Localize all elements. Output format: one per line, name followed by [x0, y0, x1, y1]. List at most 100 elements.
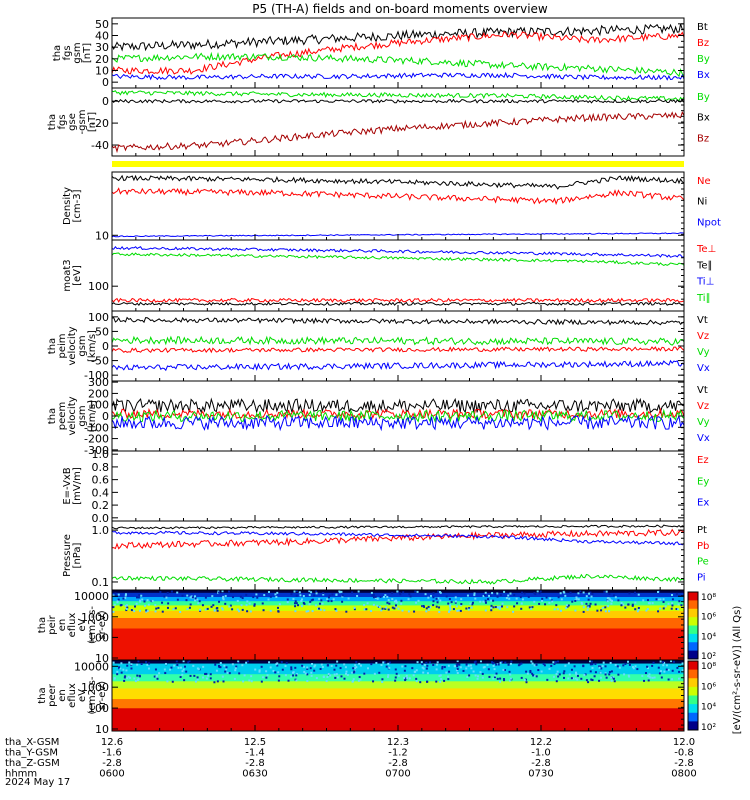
spectrogram-pixel: [340, 675, 343, 678]
spectrogram-pixel: [609, 599, 612, 602]
legend-Bz: Bz: [697, 38, 709, 49]
spectrogram-pixel: [554, 661, 557, 664]
spectrogram-pixel: [124, 593, 127, 596]
x-tick-label: -1.0: [531, 748, 551, 759]
spectrogram-pixel: [661, 661, 664, 664]
spectrogram-pixel: [163, 595, 166, 598]
y-axis-label: tha: [47, 408, 58, 424]
panel-9: 10 100 1000 10000 tha peir en eflux eV (cm2-s-sr-…: [37, 589, 685, 665]
spectrogram-pixel: [523, 592, 526, 595]
spectrogram-pixel: [170, 590, 173, 593]
spectrogram-pixel: [647, 602, 650, 605]
spectrogram-pixel: [584, 673, 587, 676]
spectrogram-pixel: [585, 595, 588, 598]
spectrogram-pixel: [594, 603, 597, 606]
spectrogram-pixel: [204, 608, 207, 611]
x-row-name: tha_Z-GSM: [5, 758, 60, 769]
y-axis-label: velocity: [67, 326, 78, 365]
spectrogram-pixel: [600, 667, 603, 670]
spectrogram-pixel: [535, 675, 538, 678]
spectrogram-pixel: [641, 674, 644, 677]
spectrogram-pixel: [319, 667, 322, 670]
spectrogram-pixel: [606, 597, 609, 600]
y-tick-label: 0: [102, 76, 109, 89]
spectrogram-pixel: [233, 677, 236, 680]
spectrogram-pixel: [139, 600, 142, 603]
spectrogram-pixel: [588, 605, 591, 608]
spectrogram-pixel: [218, 600, 221, 603]
spectrogram-pixel: [285, 662, 288, 665]
spectrogram-pixel: [470, 606, 473, 609]
spectrogram-pixel: [530, 607, 533, 610]
spectrogram-pixel: [215, 607, 218, 610]
spectrogram-pixel: [309, 600, 312, 603]
spectrogram-pixel: [499, 677, 502, 680]
spectrogram-pixel: [671, 669, 674, 672]
spectrogram-pixel: [660, 670, 663, 673]
spectrogram-pixel: [636, 668, 639, 671]
spectrogram-pixel: [423, 663, 426, 666]
spectrogram-pixel: [202, 676, 205, 679]
spectrogram-pixel: [380, 663, 383, 666]
spectrogram-pixel: [306, 680, 309, 683]
spectrogram-pixel: [509, 662, 512, 665]
colorbar-tick-label: 10⁸: [701, 662, 716, 672]
spectrogram-pixel: [236, 608, 239, 611]
spectrogram-pixel: [379, 595, 382, 598]
colorbar-tick-label: 10²: [701, 723, 716, 733]
spectrogram-pixel: [171, 680, 174, 683]
spectrogram-pixel: [501, 605, 504, 608]
colorbar-segment: [688, 617, 698, 626]
spectrogram-pixel: [607, 605, 610, 608]
spectrogram-pixel: [651, 664, 654, 667]
spectrogram-pixel: [555, 604, 558, 607]
spectrogram-pixel: [236, 599, 239, 602]
spectrogram-pixel: [529, 669, 532, 672]
spectrogram-pixel: [432, 604, 435, 607]
spectrogram-pixel: [339, 667, 342, 670]
spectrogram-pixel: [542, 662, 545, 665]
spectrogram-pixel: [580, 677, 583, 680]
spectrogram-pixel: [537, 669, 540, 672]
legend-Vy: Vy: [697, 417, 710, 428]
spectrogram-pixel: [534, 593, 537, 596]
spectrogram-pixel: [255, 593, 258, 596]
spectrogram-pixel: [562, 672, 565, 675]
spectrogram-pixel: [297, 604, 300, 607]
y-axis-label: moat3: [62, 259, 73, 291]
spectrogram-pixel: [624, 662, 627, 665]
y-axis-label: (cm2-s-: [87, 676, 98, 714]
y-tick-label: -200: [84, 433, 109, 446]
series-line-Pb: [111, 528, 685, 550]
spectrogram-pixel: [606, 600, 609, 603]
spectrogram-pixel: [628, 663, 631, 666]
spectrogram-pixel: [154, 668, 157, 671]
spectrogram-pixel: [370, 663, 373, 666]
spectrogram-pixel: [169, 668, 172, 671]
spectrogram-pixel: [563, 670, 566, 673]
spectrogram-pixel: [471, 601, 474, 604]
panel-7: Ez Ey Ex 0.00.20.40.60.81.0 E=-VxB [mV/m]: [62, 448, 709, 525]
spectrogram-pixel: [387, 599, 390, 602]
spectrogram-pixel: [250, 675, 253, 678]
series-line-Vy: [112, 408, 685, 423]
spectrogram-pixel: [145, 661, 148, 664]
spectrogram-pixel: [182, 668, 185, 671]
spectrogram-pixel: [582, 610, 585, 613]
spectrogram-pixel: [185, 599, 188, 602]
spectrogram-pixel: [113, 603, 116, 606]
spectrogram-pixel: [468, 674, 471, 677]
spectrogram-pixel: [454, 596, 457, 599]
spectrogram-pixel: [157, 606, 160, 609]
spectrogram-pixel: [181, 594, 184, 597]
spectrogram-pixel: [294, 605, 297, 608]
spectrogram-pixel: [602, 661, 605, 664]
spectrogram-pixel: [126, 664, 129, 667]
spectrogram-pixel: [140, 594, 143, 597]
spectrogram-pixel: [322, 593, 325, 596]
spectrogram-pixel: [427, 596, 430, 599]
spectrogram-pixel: [590, 595, 593, 598]
spectrogram-pixel: [370, 591, 373, 594]
spectrogram-pixel: [338, 590, 341, 593]
spectrogram-pixel: [385, 606, 388, 609]
